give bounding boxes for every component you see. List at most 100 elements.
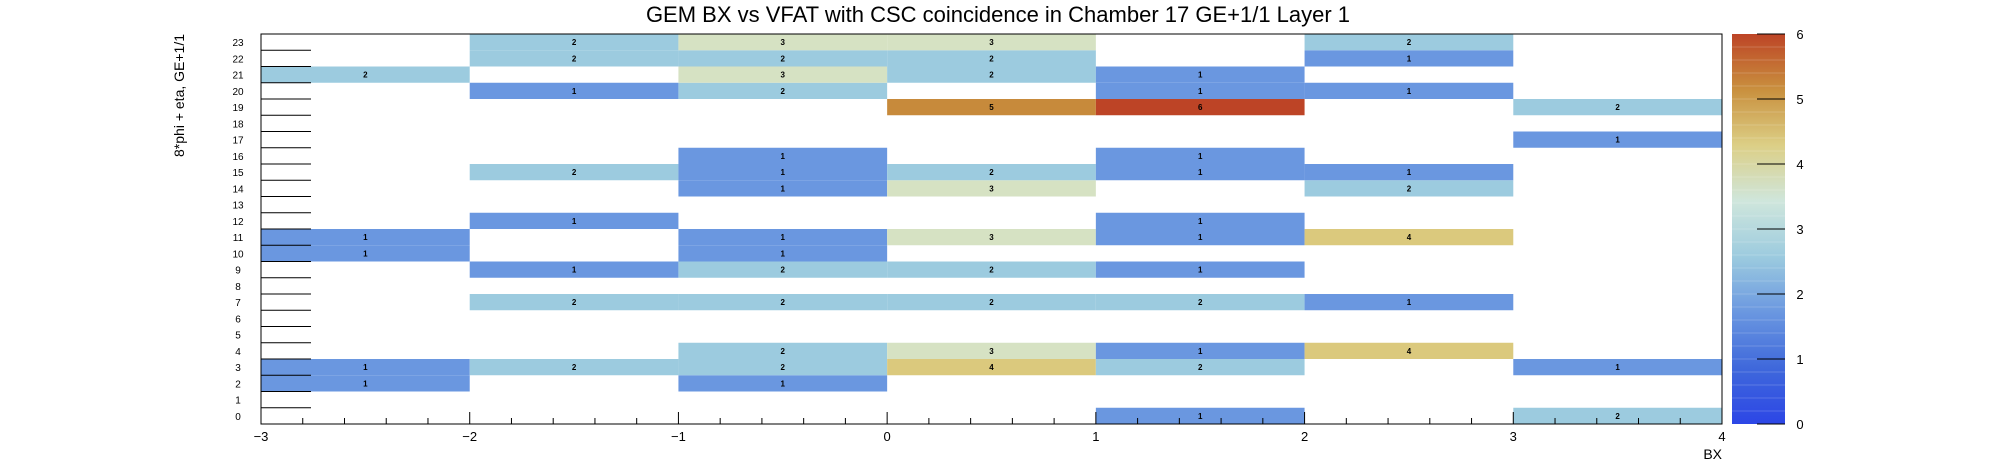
heatmap-cell	[887, 50, 1096, 67]
cell-value-label: 2	[1615, 103, 1620, 112]
cell-value-label: 2	[781, 266, 786, 275]
cell-value-label: 2	[363, 71, 368, 80]
heatmap-cell	[1095, 229, 1305, 246]
cell-value-label: 1	[1407, 87, 1412, 96]
cell-value-label: 6	[1198, 103, 1203, 112]
y-tick-label: 11	[233, 233, 244, 244]
y-tick-label: 23	[232, 38, 244, 49]
heatmap-cell	[469, 212, 679, 229]
cell-value-label: 1	[1198, 152, 1203, 161]
heatmap-cell	[261, 359, 470, 376]
heatmap-cell	[887, 164, 1096, 181]
heatmap-cell	[678, 164, 888, 181]
cell-value-label: 2	[572, 168, 577, 177]
cell-value-label: 1	[572, 217, 577, 226]
cell-value-label: 1	[1198, 412, 1203, 421]
cell-value-label: 2	[1407, 184, 1412, 193]
x-tick-label: −1	[671, 429, 686, 444]
heatmap-cell	[678, 34, 888, 51]
cell-value-label: 3	[781, 38, 786, 47]
cell-value-label: 1	[1407, 298, 1412, 307]
heatmap-cell	[887, 229, 1096, 246]
cell-value-label: 3	[989, 38, 994, 47]
heatmap-cell	[469, 164, 679, 181]
cell-value-label: 1	[1615, 363, 1620, 372]
y-tick-label: 18	[232, 119, 244, 130]
colorbar-tick-label: 0	[1796, 417, 1803, 432]
heatmap-cell-labels: 1 1 1 1 2 2 2 1 1 2 1 2 2 1 2 2 2 2 1 1 1 1 1 2 3 2 3 4 3 2 2 3 3 2 5 2 2 3 1 2…	[363, 38, 1620, 421]
cell-value-label: 1	[781, 168, 786, 177]
heatmap-cell	[1304, 342, 1514, 359]
x-tick-label: −3	[254, 429, 269, 444]
cell-value-label: 2	[572, 38, 577, 47]
cell-value-label: 1	[781, 249, 786, 258]
heatmap-cell	[678, 375, 888, 392]
y-tick-label: 0	[235, 412, 241, 423]
cell-value-label: 2	[1407, 38, 1412, 47]
cell-value-label: 1	[363, 379, 368, 388]
heatmap-cell	[678, 180, 888, 197]
y-tick-label: 3	[235, 363, 241, 374]
heatmap-cell	[887, 34, 1096, 51]
cell-value-label: 2	[989, 71, 994, 80]
cell-value-label: 1	[781, 152, 786, 161]
x-tick-label: 0	[884, 429, 891, 444]
heatmap-cell	[887, 99, 1096, 116]
cell-value-label: 2	[1198, 298, 1203, 307]
heatmap-cell	[469, 294, 679, 311]
heatmap-cell	[678, 261, 888, 278]
heatmap-cell	[678, 359, 888, 376]
x-tick-label: 3	[1510, 429, 1517, 444]
heatmap-cell	[1095, 342, 1305, 359]
heatmap-cell	[678, 82, 888, 99]
heatmap-cell	[1513, 407, 1722, 424]
cell-value-label: 2	[1198, 363, 1203, 372]
cell-value-label: 1	[781, 184, 786, 193]
y-tick-label: 2	[235, 379, 241, 390]
cell-value-label: 3	[989, 233, 994, 242]
y-tick-label: 7	[235, 298, 241, 309]
cell-value-label: 1	[1198, 347, 1203, 356]
cell-value-label: 2	[781, 347, 786, 356]
y-axis-label: 8*phi + eta, GE+1/1	[171, 34, 187, 157]
heatmap-cell	[678, 147, 888, 164]
heatmap-cell	[1513, 99, 1722, 116]
heatmap-cell	[1095, 147, 1305, 164]
heatmap-cell	[887, 261, 1096, 278]
heatmap-cell	[469, 82, 679, 99]
x-axis: −3 −2 −1 0 1 2 3 4	[254, 412, 1726, 444]
cell-value-label: 1	[1615, 136, 1620, 145]
heatmap-cell	[1513, 359, 1722, 376]
cell-value-label: 2	[989, 54, 994, 63]
heatmap-cell	[887, 294, 1096, 311]
y-tick-label: 13	[232, 201, 244, 212]
cell-value-label: 1	[781, 379, 786, 388]
y-tick-label: 17	[232, 136, 244, 147]
heatmap-cell	[678, 229, 888, 246]
cell-value-label: 5	[989, 103, 994, 112]
y-tick-label: 1	[235, 396, 241, 407]
x-tick-label: 2	[1301, 429, 1308, 444]
heatmap-cell	[261, 66, 470, 83]
colorbar-tick-label: 3	[1796, 222, 1803, 237]
cell-value-label: 2	[572, 54, 577, 63]
cell-value-label: 1	[572, 87, 577, 96]
heatmap-cell	[1304, 82, 1514, 99]
cell-value-label: 2	[989, 298, 994, 307]
heatmap-cell	[887, 342, 1096, 359]
colorbar-tick-label: 4	[1796, 157, 1803, 172]
y-tick-label: 15	[232, 168, 244, 179]
x-tick-label: 1	[1092, 429, 1099, 444]
heatmap-cell	[1304, 164, 1514, 181]
cell-value-label: 4	[1407, 233, 1412, 242]
heatmap-cell	[678, 66, 888, 83]
y-tick-label: 21	[232, 71, 244, 82]
colorbar-tick-label: 5	[1796, 92, 1803, 107]
cell-value-label: 1	[1198, 266, 1203, 275]
cell-value-label: 2	[989, 168, 994, 177]
heatmap-cell	[678, 50, 888, 67]
heatmap-cell	[1095, 261, 1305, 278]
heatmap-cell	[1095, 82, 1305, 99]
